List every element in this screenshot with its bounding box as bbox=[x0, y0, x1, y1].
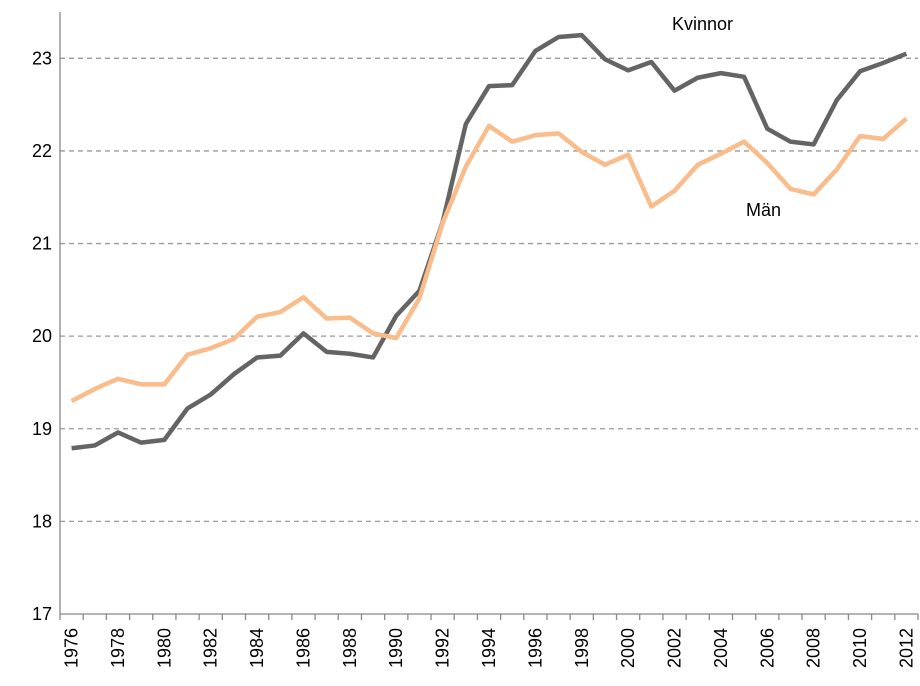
x-tick-label: 1984 bbox=[247, 628, 267, 668]
x-tick-label: 2012 bbox=[896, 628, 916, 668]
x-tick-label: 1976 bbox=[62, 628, 82, 668]
series-label: Kvinnor bbox=[672, 14, 733, 34]
x-tick-label: 2008 bbox=[804, 628, 824, 668]
series-line bbox=[70, 116, 908, 403]
x-tick-label: 2006 bbox=[757, 628, 777, 668]
y-tick-label: 19 bbox=[32, 419, 52, 439]
y-tick-label: 20 bbox=[32, 326, 52, 346]
x-tick-label: 2010 bbox=[850, 628, 870, 668]
y-tick-label: 17 bbox=[32, 604, 52, 624]
x-tick-label: 1978 bbox=[108, 628, 128, 668]
series-line bbox=[71, 32, 908, 451]
x-tick-label: 1994 bbox=[479, 628, 499, 668]
series-label: Män bbox=[746, 200, 781, 220]
y-tick-label: 22 bbox=[32, 141, 52, 161]
x-tick-label: 2002 bbox=[665, 628, 685, 668]
x-tick-label: 1996 bbox=[525, 628, 545, 668]
y-tick-label: 23 bbox=[32, 48, 52, 68]
x-tick-label: 2000 bbox=[618, 628, 638, 668]
x-tick-label: 1990 bbox=[386, 628, 406, 668]
y-tick-label: 18 bbox=[32, 511, 52, 531]
y-tick-label: 21 bbox=[32, 234, 52, 254]
x-tick-label: 1992 bbox=[433, 628, 453, 668]
x-tick-label: 1982 bbox=[201, 628, 221, 668]
x-tick-label: 1988 bbox=[340, 628, 360, 668]
x-tick-label: 1998 bbox=[572, 628, 592, 668]
x-tick-label: 1986 bbox=[293, 628, 313, 668]
x-tick-label: 2004 bbox=[711, 628, 731, 668]
x-tick-label: 1980 bbox=[154, 628, 174, 668]
